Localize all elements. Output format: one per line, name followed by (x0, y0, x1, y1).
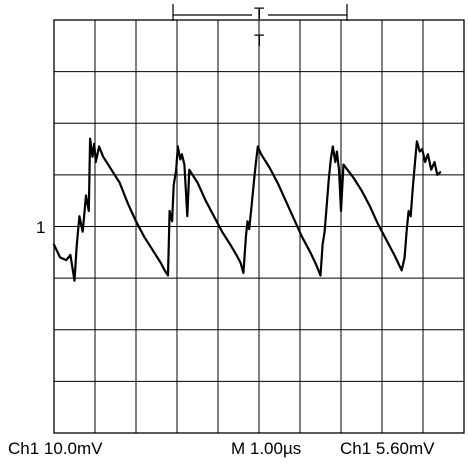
channel-1-ground-marker: 1 (36, 218, 46, 237)
horizontal-cursor-bracket (172, 4, 348, 21)
cursor-marker-label: T (254, 4, 265, 23)
trigger-position-marker: T (254, 31, 265, 50)
ch1-waveform-trace (52, 137, 442, 282)
ch1-scale-readout: Ch1 10.0mV (8, 439, 103, 458)
timebase-readout: M 1.00µs (231, 439, 302, 458)
graticule-grid (53, 19, 465, 434)
trigger-level-readout: Ch1 5.60mV (340, 439, 435, 458)
